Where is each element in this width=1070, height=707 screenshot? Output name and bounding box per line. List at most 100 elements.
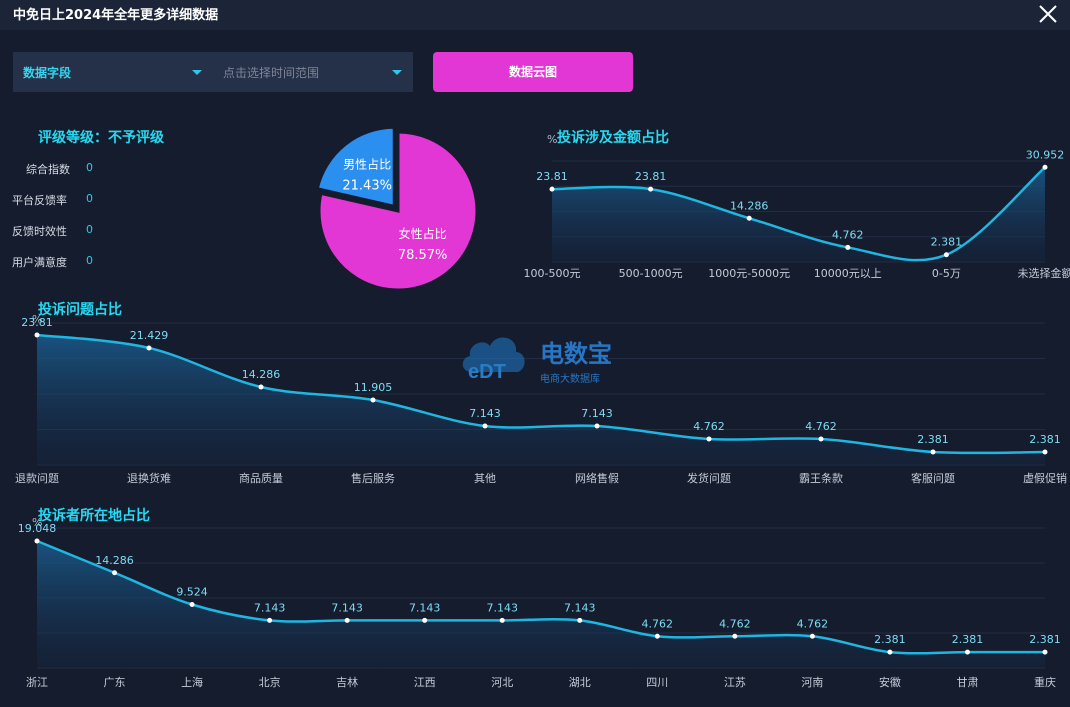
data-point bbox=[267, 617, 273, 623]
region-chart-title: 投诉者所在地占比 bbox=[38, 508, 150, 524]
rating-metric-value: 0 bbox=[86, 161, 93, 174]
data-label: 2.381 bbox=[1029, 433, 1061, 446]
pie-slice-name: 女性占比 bbox=[399, 226, 447, 241]
data-point bbox=[746, 215, 752, 221]
data-point bbox=[344, 617, 350, 623]
data-point bbox=[34, 332, 40, 338]
data-label: 4.762 bbox=[797, 617, 829, 630]
pie-slice bbox=[315, 125, 396, 209]
data-point bbox=[34, 538, 40, 544]
x-tick-label: 发货问题 bbox=[687, 471, 731, 485]
title-bar: 中免日上2024年全年更多详细数据 bbox=[0, 0, 1070, 30]
x-tick-label: 100-500元 bbox=[524, 267, 581, 280]
data-label: 7.143 bbox=[486, 601, 518, 614]
x-tick-label: 河北 bbox=[491, 676, 513, 689]
data-label: 7.143 bbox=[331, 601, 363, 614]
x-tick-label: 10000元以上 bbox=[814, 267, 882, 280]
data-point bbox=[809, 633, 815, 639]
x-tick-label: 退换货难 bbox=[127, 471, 171, 485]
data-label: 2.381 bbox=[1029, 633, 1061, 646]
data-point bbox=[594, 423, 600, 429]
data-point bbox=[189, 602, 195, 608]
x-tick-label: 商品质量 bbox=[239, 471, 283, 485]
data-point bbox=[258, 384, 264, 390]
rating-metric-value: 0 bbox=[86, 223, 93, 236]
watermark-logo-text: eDT bbox=[468, 361, 506, 383]
data-point bbox=[654, 633, 660, 639]
x-tick-label: 售后服务 bbox=[351, 471, 395, 485]
data-point bbox=[112, 570, 118, 576]
x-tick-label: 安徽 bbox=[879, 675, 901, 689]
data-label: 7.143 bbox=[581, 407, 613, 420]
data-label: 4.762 bbox=[832, 228, 864, 241]
data-label: 4.762 bbox=[693, 420, 725, 433]
data-point bbox=[499, 617, 505, 623]
data-label: 9.524 bbox=[176, 586, 208, 599]
rating-metric-value: 0 bbox=[86, 254, 93, 267]
data-label: 23.81 bbox=[21, 316, 53, 329]
x-tick-label: 1000元-5000元 bbox=[708, 267, 790, 280]
series-line bbox=[36, 333, 1046, 455]
data-field-select[interactable]: 数据字段 bbox=[13, 52, 213, 92]
data-point bbox=[732, 633, 738, 639]
amount-chart-title: 投诉涉及金额占比 bbox=[557, 130, 669, 146]
data-label: 19.048 bbox=[18, 522, 57, 535]
rating-metric-value: 0 bbox=[86, 192, 93, 205]
x-tick-label: 广东 bbox=[104, 676, 126, 689]
data-point bbox=[1042, 449, 1048, 455]
data-point bbox=[706, 436, 712, 442]
series-area bbox=[552, 167, 1045, 262]
x-tick-label: 霸王条款 bbox=[799, 471, 843, 485]
data-label: 2.381 bbox=[952, 633, 984, 646]
data-label: 7.143 bbox=[469, 407, 501, 420]
data-label: 2.381 bbox=[931, 236, 963, 249]
time-range-select[interactable]: 点击选择时间范围 bbox=[213, 52, 413, 92]
x-tick-label: 江西 bbox=[414, 676, 436, 689]
data-label: 4.762 bbox=[805, 420, 837, 433]
x-tick-label: 重庆 bbox=[1034, 675, 1056, 689]
time-range-placeholder: 点击选择时间范围 bbox=[223, 66, 320, 80]
rating-metric-label: 平台反馈率 bbox=[12, 194, 67, 207]
rating-metric-label: 综合指数 bbox=[26, 163, 70, 176]
data-label: 7.143 bbox=[409, 601, 441, 614]
rating-metric-row: 反馈时效性 0 bbox=[12, 223, 93, 239]
data-label: 14.286 bbox=[242, 368, 281, 381]
data-point bbox=[930, 449, 936, 455]
data-point bbox=[422, 617, 428, 623]
x-tick-label: 浙江 bbox=[26, 676, 48, 689]
data-label: 23.81 bbox=[635, 170, 667, 183]
data-label: 4.762 bbox=[719, 617, 751, 630]
data-label: 11.905 bbox=[354, 381, 393, 394]
chevron-down-icon bbox=[392, 70, 402, 75]
data-point bbox=[648, 186, 654, 192]
data-label: 23.81 bbox=[536, 170, 568, 183]
data-cloud-button[interactable]: 数据云图 bbox=[433, 52, 633, 92]
data-point bbox=[370, 397, 376, 403]
x-tick-label: 退款问题 bbox=[15, 471, 59, 485]
window-title: 中免日上2024年全年更多详细数据 bbox=[13, 8, 219, 23]
pie-slice-label: 21.43% bbox=[342, 178, 392, 193]
pie-slice bbox=[317, 130, 479, 292]
data-point bbox=[818, 436, 824, 442]
rating-metric-row: 综合指数 0 bbox=[12, 161, 93, 177]
x-tick-label: 吉林 bbox=[336, 675, 358, 689]
watermark-logo: eDT 电数宝 电商大数据库 bbox=[462, 337, 612, 385]
data-point bbox=[845, 244, 851, 250]
rating-metric-label: 用户满意度 bbox=[12, 256, 67, 269]
data-label: 14.286 bbox=[95, 554, 134, 567]
data-point bbox=[482, 423, 488, 429]
x-tick-label: 500-1000元 bbox=[619, 267, 683, 280]
issues-y-unit: % bbox=[32, 313, 43, 326]
data-label: 21.429 bbox=[130, 329, 169, 342]
x-tick-label: 虚假促销 bbox=[1023, 471, 1067, 485]
data-label: 2.381 bbox=[917, 433, 949, 446]
data-point bbox=[1042, 649, 1048, 655]
x-tick-label: 网络售假 bbox=[575, 471, 619, 485]
data-label: 2.381 bbox=[874, 633, 906, 646]
x-tick-label: 湖北 bbox=[569, 676, 591, 689]
close-icon[interactable] bbox=[1036, 2, 1060, 26]
x-tick-label: 北京 bbox=[259, 675, 281, 689]
data-point bbox=[577, 617, 583, 623]
region-y-unit: % bbox=[32, 516, 43, 529]
